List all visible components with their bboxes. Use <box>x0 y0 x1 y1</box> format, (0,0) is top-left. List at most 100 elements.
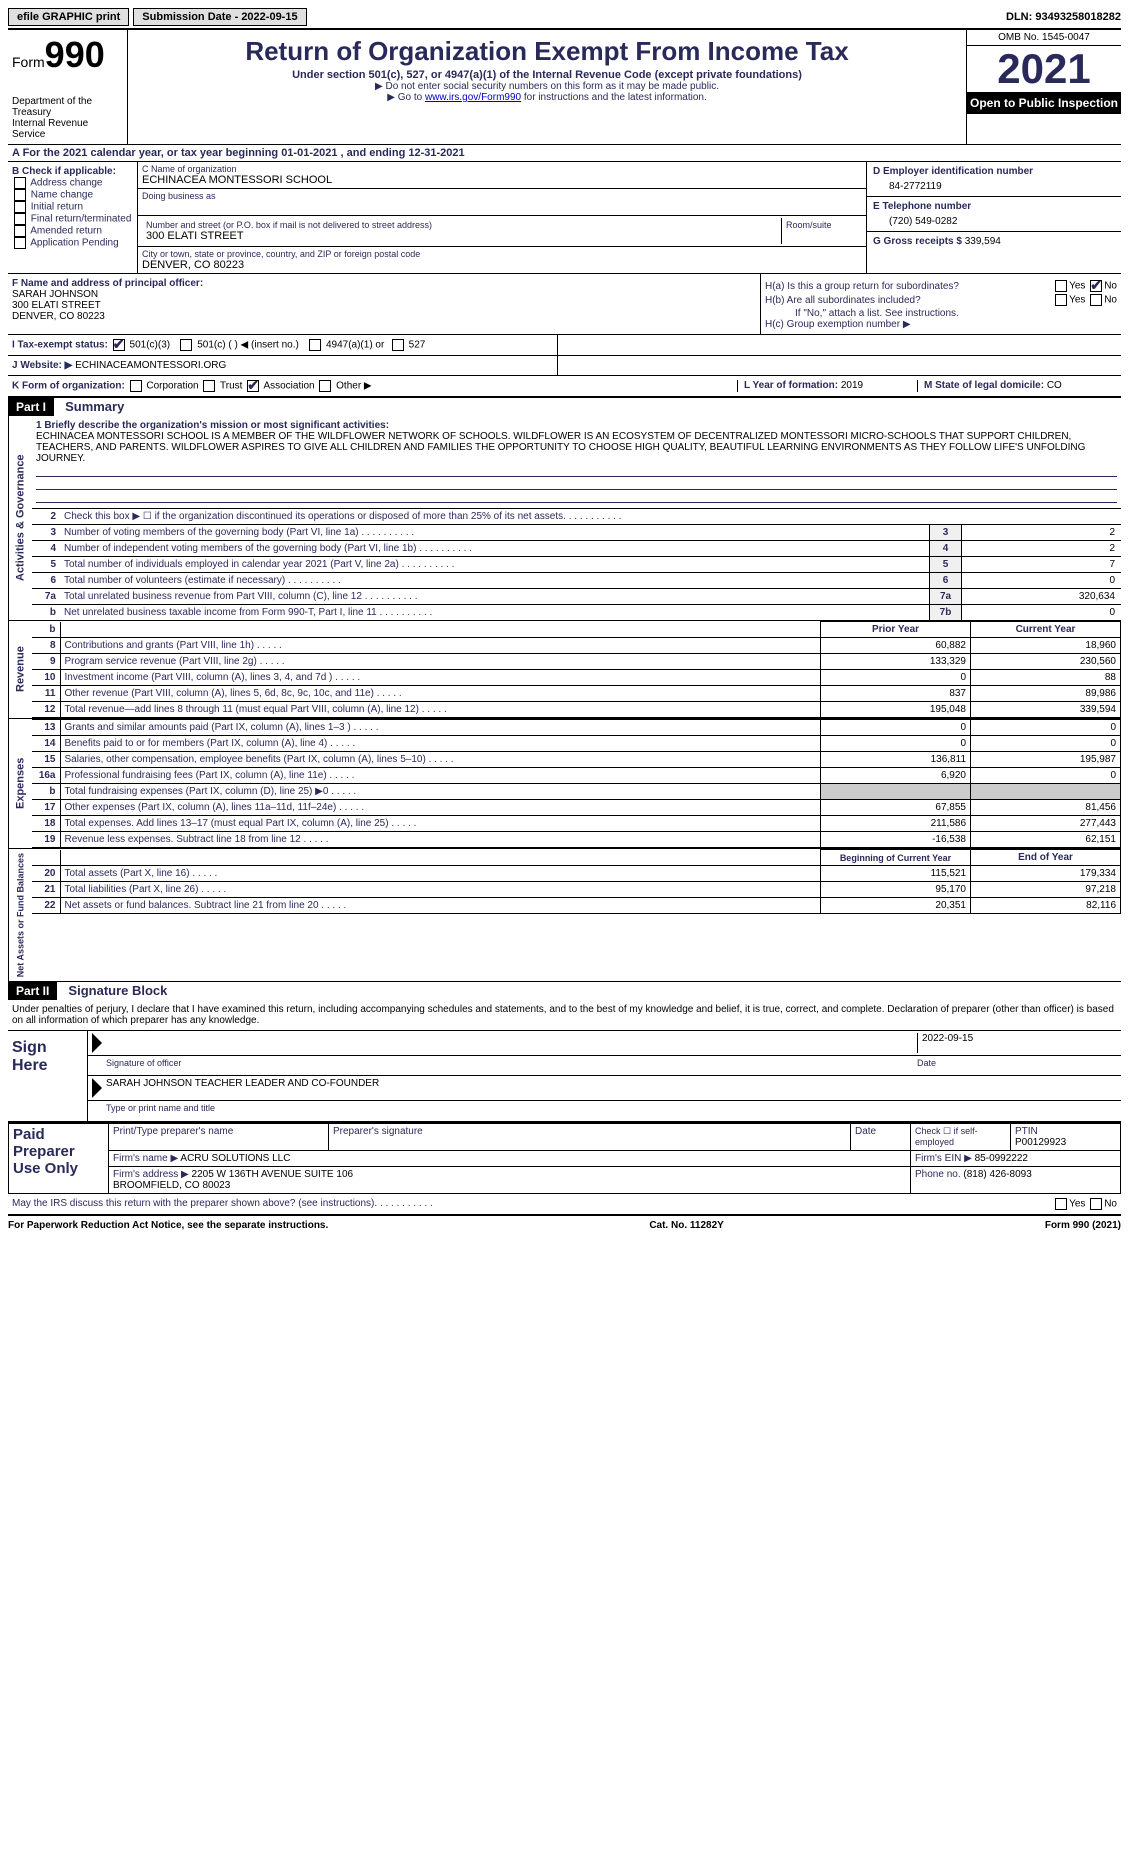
footer: For Paperwork Reduction Act Notice, see … <box>8 1216 1121 1235</box>
preparer-table: Paid Preparer Use Only Print/Type prepar… <box>8 1123 1121 1194</box>
dln-text: DLN: 93493258018282 <box>1006 11 1121 23</box>
hb-no-checkbox[interactable] <box>1090 294 1102 306</box>
mission-text: ECHINACEA MONTESSORI SCHOOL IS A MEMBER … <box>36 431 1117 464</box>
i-527-checkbox[interactable] <box>392 339 404 351</box>
k-corp-checkbox[interactable] <box>130 380 142 392</box>
box-b: B Check if applicable: Address change Na… <box>8 162 138 273</box>
mission-label: 1 Briefly describe the organization's mi… <box>36 420 1117 431</box>
vtab-governance: Activities & Governance <box>8 416 32 620</box>
f-name: SARAH JOHNSON <box>12 289 756 300</box>
b-checkbox-5[interactable] <box>14 237 26 249</box>
d-ein: 84-2772119 <box>873 177 1115 192</box>
b-checkbox-4[interactable] <box>14 225 26 237</box>
e-label: E Telephone number <box>873 201 1115 212</box>
prep-sig-hdr: Preparer's signature <box>329 1124 851 1151</box>
b-checkbox-1[interactable] <box>14 189 26 201</box>
k-assoc-checkbox[interactable] <box>247 380 259 392</box>
row-klm: K Form of organization: Corporation Trus… <box>8 376 1121 398</box>
ha-no-checkbox[interactable] <box>1090 280 1102 292</box>
i-501c-checkbox[interactable] <box>180 339 192 351</box>
b-checkbox-3[interactable] <box>14 213 26 225</box>
k-other-checkbox[interactable] <box>319 380 331 392</box>
sig-name: SARAH JOHNSON TEACHER LEADER AND CO-FOUN… <box>106 1078 379 1098</box>
table-row: 16aProfessional fundraising fees (Part I… <box>32 768 1121 784</box>
prep-selfemp: Check ☐ if self-employed <box>911 1124 1011 1151</box>
note-ssn: ▶ Do not enter social security numbers o… <box>136 81 958 92</box>
k-trust-checkbox[interactable] <box>203 380 215 392</box>
d-label: D Employer identification number <box>873 166 1115 177</box>
g-receipts: 339,594 <box>965 236 1001 247</box>
col-deg: D Employer identification number 84-2772… <box>866 162 1121 273</box>
hc-label: H(c) Group exemption number ▶ <box>765 319 1117 330</box>
line-a: A For the 2021 calendar year, or tax yea… <box>8 145 1121 162</box>
header-left: Form990 Department of the Treasury Inter… <box>8 30 128 144</box>
row-j: J Website: ▶ ECHINACEAMONTESSORI.ORG <box>8 356 1121 376</box>
tax-year: 2021 <box>967 46 1121 92</box>
efile-button[interactable]: efile GRAPHIC print <box>8 8 129 26</box>
b-checkbox-2[interactable] <box>14 201 26 213</box>
prep-name-hdr: Print/Type preparer's name <box>109 1124 329 1151</box>
j-label: J Website: ▶ <box>12 360 72 371</box>
ha-label: H(a) Is this a group return for subordin… <box>765 281 959 292</box>
ha-yes-checkbox[interactable] <box>1055 280 1067 292</box>
table-row: 11Other revenue (Part VIII, column (A), … <box>32 686 1121 702</box>
sig-arrow2-icon <box>92 1078 102 1098</box>
firm-ein: 85-0992222 <box>975 1153 1028 1164</box>
netassets-section: Net Assets or Fund Balances Beginning of… <box>8 849 1121 982</box>
submission-button[interactable]: Submission Date - 2022-09-15 <box>133 8 306 26</box>
part1-title: Summary <box>65 399 124 414</box>
sig-declaration: Under penalties of perjury, I declare th… <box>8 1000 1121 1031</box>
i-4947-checkbox[interactable] <box>309 339 321 351</box>
table-row: bTotal fundraising expenses (Part IX, co… <box>32 784 1121 800</box>
hb-note: If "No," attach a list. See instructions… <box>765 308 1117 319</box>
part1-num: Part I <box>8 398 54 416</box>
box-f: F Name and address of principal officer:… <box>8 274 761 334</box>
sig-arrow-icon <box>92 1033 102 1053</box>
table-row: 22Net assets or fund balances. Subtract … <box>32 898 1121 914</box>
dept-text: Department of the Treasury Internal Reve… <box>12 96 123 140</box>
c-city: DENVER, CO 80223 <box>142 259 862 271</box>
c-room-label: Room/suite <box>786 220 858 230</box>
ptin-val: P00129923 <box>1015 1137 1116 1148</box>
e-phone: (720) 549-0282 <box>873 212 1115 227</box>
form-number: 990 <box>45 34 105 75</box>
box-h: H(a) Is this a group return for subordin… <box>761 274 1121 334</box>
b-checkbox-0[interactable] <box>14 177 26 189</box>
eoy-hdr: End of Year <box>971 850 1121 866</box>
table-row: 8Contributions and grants (Part VIII, li… <box>32 638 1121 654</box>
i-501c3-checkbox[interactable] <box>113 339 125 351</box>
l-label: L Year of formation: <box>744 380 838 391</box>
vtab-netassets: Net Assets or Fund Balances <box>8 849 32 981</box>
sig-date-label: Date <box>917 1058 1117 1073</box>
table-row: 20Total assets (Part X, line 16) . . . .… <box>32 866 1121 882</box>
gov-row: 5Total number of individuals employed in… <box>32 556 1121 572</box>
form-title: Return of Organization Exempt From Incom… <box>136 36 958 67</box>
table-row: 12Total revenue—add lines 8 through 11 (… <box>32 702 1121 718</box>
discuss-row: May the IRS discuss this return with the… <box>8 1194 1121 1216</box>
footer-mid: Cat. No. 11282Y <box>649 1220 723 1231</box>
header-mid: Return of Organization Exempt From Incom… <box>128 30 966 144</box>
prior-year-hdr: Prior Year <box>821 622 971 638</box>
g-label: G Gross receipts $ <box>873 236 962 247</box>
part1-header-row: Part I Summary <box>8 398 1121 416</box>
m-label: M State of legal domicile: <box>924 380 1044 391</box>
firm-name-label: Firm's name ▶ <box>113 1153 178 1164</box>
part2-title: Signature Block <box>68 983 167 998</box>
box-b-label: B Check if applicable: <box>12 166 133 177</box>
hb-yes-checkbox[interactable] <box>1055 294 1067 306</box>
discuss-no-checkbox[interactable] <box>1090 1198 1102 1210</box>
irs-link[interactable]: www.irs.gov/Form990 <box>425 92 521 103</box>
prep-date-hdr: Date <box>851 1124 911 1151</box>
l-year: 2019 <box>841 380 863 391</box>
form-header: Form990 Department of the Treasury Inter… <box>8 30 1121 145</box>
table-row: 10Investment income (Part VIII, column (… <box>32 670 1121 686</box>
sign-here-label: Sign Here <box>8 1031 88 1121</box>
discuss-yes-checkbox[interactable] <box>1055 1198 1067 1210</box>
c-city-label: City or town, state or province, country… <box>142 249 862 259</box>
box-c: C Name of organization ECHINACEA MONTESS… <box>138 162 866 273</box>
hb-label: H(b) Are all subordinates included? <box>765 295 921 306</box>
vtab-revenue: Revenue <box>8 621 32 718</box>
sig-officer-label: Signature of officer <box>106 1058 917 1073</box>
firm-name: ACRU SOLUTIONS LLC <box>180 1153 290 1164</box>
table-row: 9Program service revenue (Part VIII, lin… <box>32 654 1121 670</box>
